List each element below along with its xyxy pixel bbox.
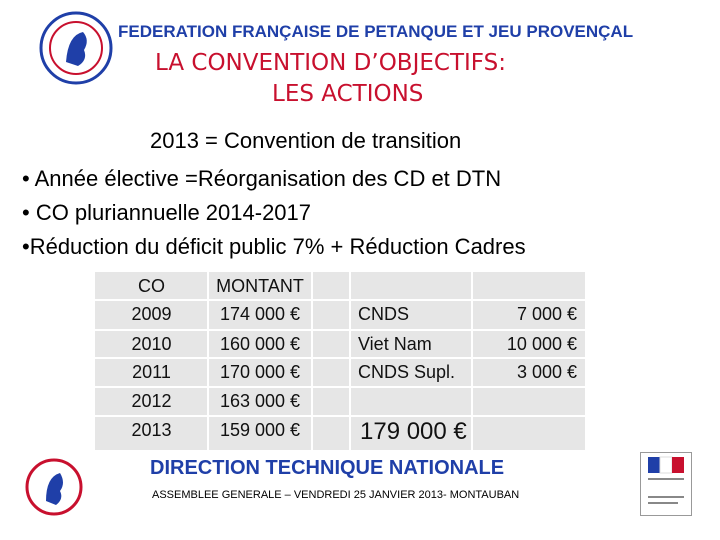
- table-cell: 2009: [131, 304, 172, 324]
- grid-line: [311, 272, 313, 450]
- table-cell: 2012: [131, 391, 172, 411]
- title-line: LA CONVENTION D’OBJECTIFS:: [155, 50, 506, 76]
- ministry-logo: [640, 452, 692, 516]
- grid-line: [95, 386, 585, 388]
- table-cell: 170 000 €: [219, 362, 301, 382]
- table-cell: 3 000 €: [516, 362, 577, 382]
- table-cell: 7 000 €: [516, 304, 577, 324]
- table-cell: 160 000 €: [219, 334, 301, 354]
- table-cell: 159 000 €: [219, 420, 301, 440]
- grid-line: [207, 272, 209, 450]
- federation-logo: [39, 11, 113, 85]
- body-line: •Réduction du déficit public 7% + Réduct…: [22, 234, 526, 259]
- table-cell: CNDS: [358, 304, 410, 324]
- table-cell: MONTANT: [216, 276, 304, 296]
- table-cell: Viet Nam: [358, 334, 432, 354]
- body-line: • CO pluriannuelle 2014-2017: [22, 200, 312, 225]
- table-cell: CNDS Supl.: [358, 362, 456, 382]
- table-cell: 174 000 €: [219, 304, 301, 324]
- event-line: ASSEMBLEE GENERALE – VENDREDI 25 JANVIER…: [152, 489, 520, 501]
- table-cell: 2011: [132, 362, 171, 382]
- direction-name: DIRECTION TECHNIQUE NATIONALE: [150, 457, 505, 479]
- table-cell: CO: [138, 276, 165, 296]
- table-cell: 2013: [131, 420, 172, 440]
- grid-line: [95, 357, 585, 359]
- funding-table: CO MONTANT 2009 174 000 € CNDS 7 000 € 2010 160…: [95, 272, 585, 450]
- table-cell: 2010: [131, 334, 172, 354]
- grid-line: [95, 415, 585, 417]
- grid-line: [471, 272, 473, 450]
- grid-line: [95, 329, 585, 331]
- table-total: 179 000 €: [360, 418, 467, 445]
- body-line: • Année élective =Réorganisation des CD …: [22, 166, 502, 191]
- grid-line: [349, 272, 351, 450]
- body-line: 2013 = Convention de transition: [150, 128, 462, 153]
- table-cell: 10 000 €: [506, 334, 577, 354]
- table-cell: 163 000 €: [219, 391, 301, 411]
- federation-name: FEDERATION FRANÇAISE DE PETANQUE ET JEU …: [118, 22, 634, 41]
- grid-line: [95, 299, 585, 301]
- ffpjp-logo: [25, 458, 83, 516]
- title-line: LES ACTIONS: [272, 81, 424, 107]
